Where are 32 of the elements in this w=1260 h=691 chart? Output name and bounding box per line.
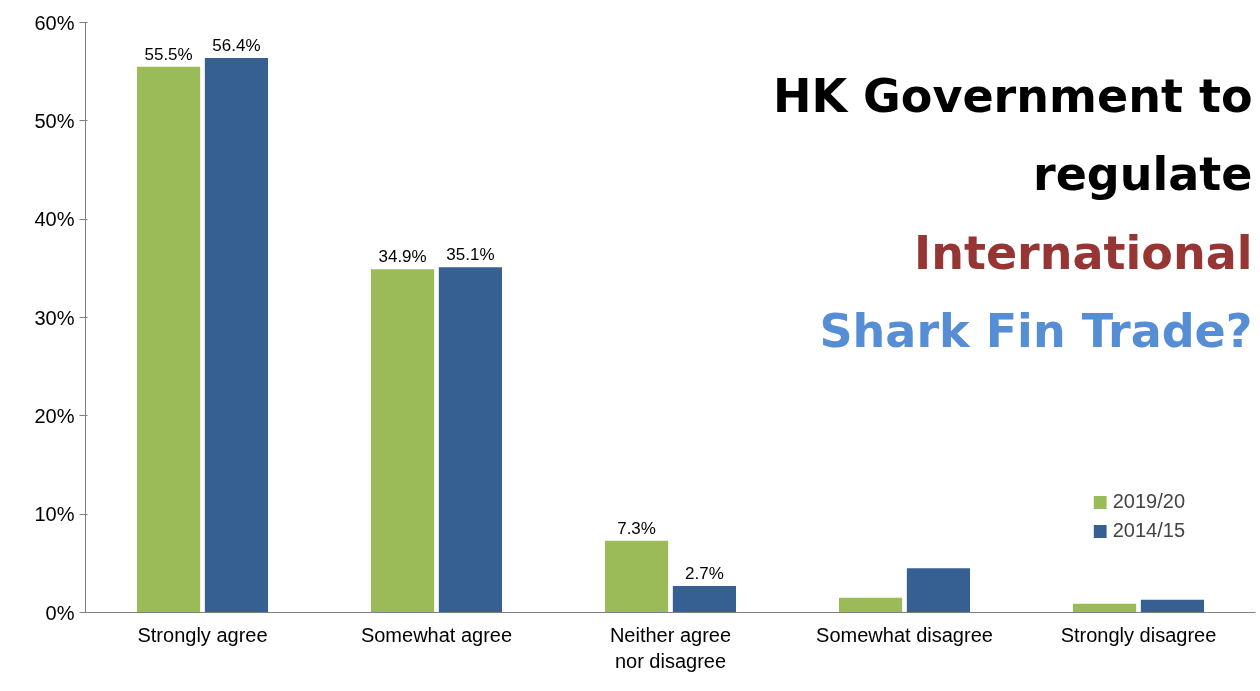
- x-tick-label: Somewhat agree: [360, 623, 513, 646]
- bar: [1072, 603, 1137, 613]
- bar: [672, 585, 737, 613]
- data-label: 55.5%: [144, 44, 193, 64]
- bar: [204, 57, 269, 613]
- bar: [604, 540, 669, 613]
- data-label: 7.3%: [617, 518, 656, 538]
- x-tick-label: Somewhat disagree: [816, 623, 993, 646]
- bar: [1140, 599, 1205, 613]
- y-tick-label: 30%: [34, 306, 75, 329]
- x-tick-label: Neither agree nor disagree: [609, 623, 732, 672]
- data-label: 2.7%: [685, 563, 724, 583]
- data-label: 35.1%: [446, 245, 495, 265]
- bar: [838, 597, 903, 613]
- bar: [906, 568, 971, 613]
- y-tick-label: 40%: [34, 208, 75, 231]
- text: International Shark Fin Trade?: [819, 225, 1253, 359]
- bar: [438, 267, 503, 613]
- y-tick-label: 10%: [34, 503, 75, 526]
- y-tick-label: 50%: [34, 109, 75, 132]
- x-tick-label: Strongly agree: [137, 623, 268, 646]
- x-tick-label: Strongly disagree: [1060, 623, 1217, 646]
- legend-label: 2019/20: [1112, 490, 1185, 513]
- bar: [370, 269, 435, 613]
- bar: [136, 66, 201, 613]
- legend-label: 2014/15: [1112, 519, 1185, 542]
- y-tick-label: 0%: [45, 601, 75, 624]
- data-label: 34.9%: [378, 247, 427, 267]
- y-tick-label: 20%: [34, 404, 75, 427]
- y-tick-label: 60%: [34, 11, 75, 34]
- data-label: 56.4%: [212, 35, 261, 55]
- text: HK Government to regulate: [772, 68, 1253, 202]
